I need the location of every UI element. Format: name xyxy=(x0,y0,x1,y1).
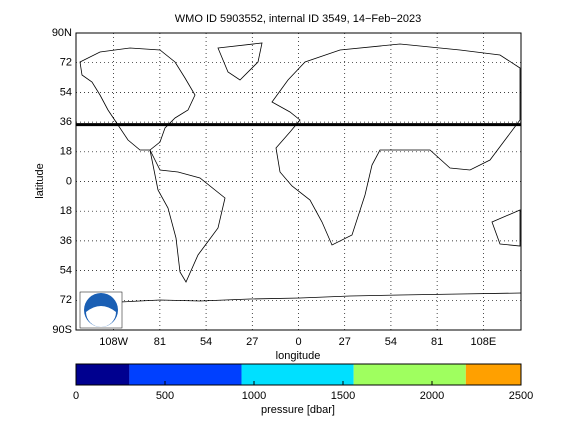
y-axis-label: latitude xyxy=(34,163,46,198)
noaa-logo xyxy=(79,291,123,329)
logo-wave xyxy=(86,306,116,327)
x-tick-label: 0 xyxy=(295,336,301,348)
colorbar-segment xyxy=(353,364,466,385)
y-tick-label: 72 xyxy=(60,294,72,306)
y-tick-label: 90N xyxy=(52,27,72,39)
north-america xyxy=(79,47,196,151)
colorbar-tick-label: 2000 xyxy=(420,390,444,402)
x-tick-label: 108E xyxy=(470,336,496,348)
x-axis-label: longitude xyxy=(276,350,321,362)
chart-title: WMO ID 5903552, internal ID 3549, 14−Feb… xyxy=(175,13,421,25)
y-tick-label: 36 xyxy=(60,235,72,247)
y-tick-label: 54 xyxy=(60,265,72,277)
colorbar-segment xyxy=(129,364,242,385)
y-tick-label: 18 xyxy=(60,146,72,158)
x-tick-label: 108W xyxy=(99,336,128,348)
colorbar-label: pressure [dbar] xyxy=(261,404,335,416)
y-tick-label: 90S xyxy=(52,324,72,336)
colorbar-segment xyxy=(241,364,354,385)
colorbar-tick-label: 1500 xyxy=(331,390,355,402)
colorbar-tick-label: 1000 xyxy=(242,390,266,402)
colorbar-segment xyxy=(76,364,130,385)
coastlines xyxy=(79,42,522,303)
x-tick-label: 27 xyxy=(246,336,258,348)
colorbar-tick-label: 500 xyxy=(156,390,174,402)
y-tick-label: 0 xyxy=(66,175,72,187)
colorbar-frame xyxy=(75,363,522,386)
australia xyxy=(491,209,521,247)
y-tick-label: 18 xyxy=(60,205,72,217)
y-tick-label: 72 xyxy=(60,57,72,69)
y-tick-label: 36 xyxy=(60,116,72,128)
colorbar-tick-label: 0 xyxy=(73,390,79,402)
antarctica xyxy=(119,292,522,303)
colorbar-segment xyxy=(465,364,521,385)
greenland xyxy=(217,42,263,81)
plot-frame xyxy=(75,32,522,331)
x-tick-label: 54 xyxy=(385,336,397,348)
x-tick-label: 81 xyxy=(431,336,443,348)
y-tick-label: 54 xyxy=(60,86,72,98)
x-tick-label: 54 xyxy=(200,336,212,348)
colorbar-tick-label: 2500 xyxy=(509,390,533,402)
eurasia-africa xyxy=(271,43,521,246)
x-tick-label: 81 xyxy=(154,336,166,348)
x-tick-label: 27 xyxy=(339,336,351,348)
south-america xyxy=(149,149,226,283)
